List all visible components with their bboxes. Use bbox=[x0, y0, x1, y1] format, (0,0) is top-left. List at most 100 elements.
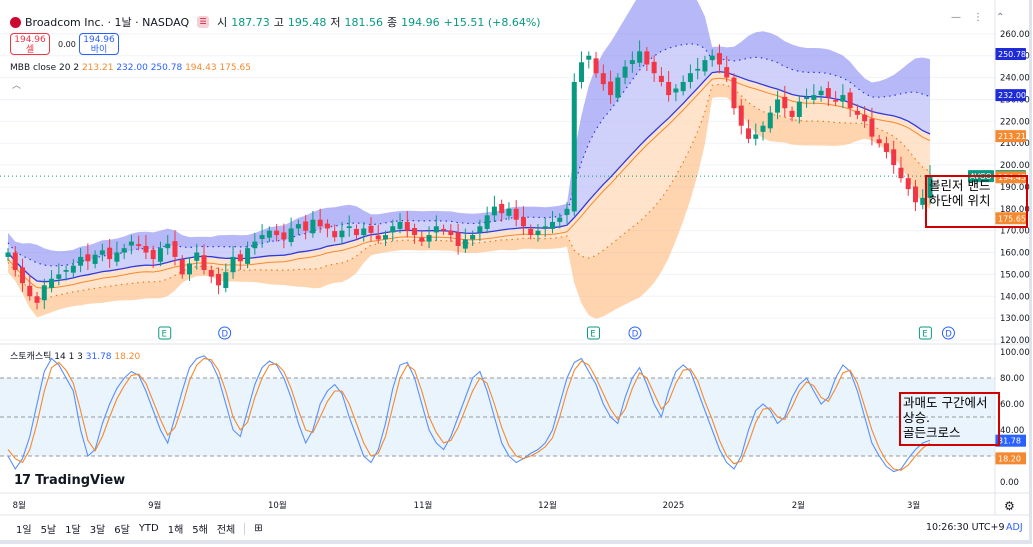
candle-body[interactable] bbox=[288, 228, 294, 243]
candle-body[interactable] bbox=[760, 125, 766, 132]
candle-body[interactable] bbox=[470, 235, 476, 240]
candle-body[interactable] bbox=[883, 143, 889, 152]
candle-body[interactable] bbox=[579, 62, 585, 82]
candle-body[interactable] bbox=[339, 230, 345, 238]
buy-button[interactable]: 194.96 바이 bbox=[79, 33, 119, 55]
candle-body[interactable] bbox=[854, 110, 860, 115]
candle-body[interactable] bbox=[317, 219, 323, 227]
dividend-marker[interactable] bbox=[628, 326, 642, 340]
candle-body[interactable] bbox=[223, 272, 229, 288]
candle-body[interactable] bbox=[34, 296, 40, 303]
candle-body[interactable] bbox=[266, 230, 272, 238]
stoch-d-line[interactable] bbox=[7, 357, 931, 471]
candle-body[interactable] bbox=[702, 60, 708, 72]
candle-body[interactable] bbox=[637, 51, 643, 63]
candle-body[interactable] bbox=[404, 221, 410, 231]
candle-body[interactable] bbox=[281, 232, 287, 240]
candle-body[interactable] bbox=[549, 221, 555, 229]
candle-body[interactable] bbox=[847, 92, 853, 109]
candle-body[interactable] bbox=[455, 232, 461, 246]
candle-body[interactable] bbox=[804, 97, 810, 100]
stoch-k-line[interactable] bbox=[7, 355, 931, 473]
stochastic-legend[interactable]: 스토캐스틱 14 1 3 31.78 18.20 bbox=[10, 349, 140, 362]
clock-readout[interactable]: 10:26:30 UTC+9 bbox=[926, 522, 1005, 533]
candle-body[interactable] bbox=[666, 81, 672, 96]
candle-body[interactable] bbox=[172, 241, 178, 257]
candle-body[interactable] bbox=[324, 223, 330, 229]
candle-body[interactable] bbox=[78, 256, 84, 266]
candle-body[interactable] bbox=[150, 249, 156, 260]
candle-body[interactable] bbox=[274, 230, 280, 236]
candle-body[interactable] bbox=[462, 239, 468, 249]
candle-body[interactable] bbox=[746, 128, 752, 139]
range-5d[interactable]: 5날 bbox=[40, 525, 57, 536]
candle-body[interactable] bbox=[208, 270, 214, 277]
candle-body[interactable] bbox=[128, 241, 134, 246]
candle-body[interactable] bbox=[216, 273, 222, 286]
tradingview-brand[interactable]: 17 TradingView bbox=[14, 473, 125, 488]
candle-body[interactable] bbox=[41, 285, 47, 301]
candle-body[interactable] bbox=[767, 112, 773, 129]
range-1y[interactable]: 1해 bbox=[167, 525, 184, 536]
candle-body[interactable] bbox=[891, 149, 897, 166]
candle-body[interactable] bbox=[716, 53, 722, 65]
candle-body[interactable] bbox=[564, 208, 570, 215]
collapse-caret-icon[interactable]: ︿ bbox=[12, 81, 22, 91]
candle-body[interactable] bbox=[114, 252, 120, 262]
dividend-marker[interactable] bbox=[218, 326, 232, 340]
range-6m[interactable]: 6달 bbox=[114, 525, 130, 536]
candle-body[interactable] bbox=[201, 255, 207, 271]
candle-body[interactable] bbox=[535, 230, 541, 236]
range-ytd[interactable]: YTD bbox=[138, 523, 159, 534]
candle-body[interactable] bbox=[651, 61, 657, 74]
candle-body[interactable] bbox=[571, 81, 577, 212]
candle-body[interactable] bbox=[927, 176, 933, 198]
candle-body[interactable] bbox=[520, 217, 526, 227]
candle-body[interactable] bbox=[12, 252, 18, 271]
candle-body[interactable] bbox=[346, 226, 352, 229]
candle-body[interactable] bbox=[310, 219, 316, 234]
candle-body[interactable] bbox=[775, 99, 781, 113]
candle-body[interactable] bbox=[629, 60, 635, 65]
candle-body[interactable] bbox=[107, 247, 113, 260]
candle-body[interactable] bbox=[27, 285, 33, 297]
candle-body[interactable] bbox=[20, 267, 26, 284]
candle-body[interactable] bbox=[433, 226, 439, 233]
candle-body[interactable] bbox=[390, 226, 396, 233]
candle-body[interactable] bbox=[303, 221, 309, 231]
candle-body[interactable] bbox=[245, 248, 251, 264]
candle-body[interactable] bbox=[353, 228, 359, 236]
candle-body[interactable] bbox=[709, 55, 715, 61]
candle-body[interactable] bbox=[99, 250, 105, 255]
candle-body[interactable] bbox=[724, 67, 730, 78]
candle-body[interactable] bbox=[586, 55, 592, 60]
candle-body[interactable] bbox=[165, 243, 171, 249]
dividend-marker[interactable] bbox=[941, 326, 955, 340]
candle-body[interactable] bbox=[56, 274, 62, 279]
range-1m[interactable]: 1달 bbox=[65, 525, 81, 536]
candle-body[interactable] bbox=[426, 235, 432, 242]
candle-body[interactable] bbox=[230, 256, 236, 273]
candle-body[interactable] bbox=[186, 263, 192, 275]
candle-body[interactable] bbox=[528, 228, 534, 236]
candle-body[interactable] bbox=[484, 215, 490, 229]
candle-body[interactable] bbox=[383, 235, 389, 240]
candle-body[interactable] bbox=[448, 230, 454, 236]
candle-body[interactable] bbox=[252, 241, 258, 249]
candle-body[interactable] bbox=[782, 96, 788, 109]
candle-body[interactable] bbox=[825, 88, 831, 98]
candle-body[interactable] bbox=[869, 118, 875, 137]
candle-body[interactable] bbox=[179, 259, 185, 275]
range-3m[interactable]: 3달 bbox=[89, 525, 106, 536]
candle-body[interactable] bbox=[5, 252, 11, 257]
candle-body[interactable] bbox=[237, 254, 243, 262]
earnings-marker[interactable] bbox=[158, 326, 172, 340]
candle-body[interactable] bbox=[92, 254, 98, 264]
minimize-icon[interactable]: — bbox=[951, 12, 961, 23]
adj-toggle[interactable]: ADJ bbox=[1006, 522, 1023, 533]
range-1d[interactable]: 1일 bbox=[16, 525, 32, 536]
candle-body[interactable] bbox=[905, 178, 911, 190]
candle-body[interactable] bbox=[361, 228, 367, 236]
candle-body[interactable] bbox=[898, 167, 904, 179]
